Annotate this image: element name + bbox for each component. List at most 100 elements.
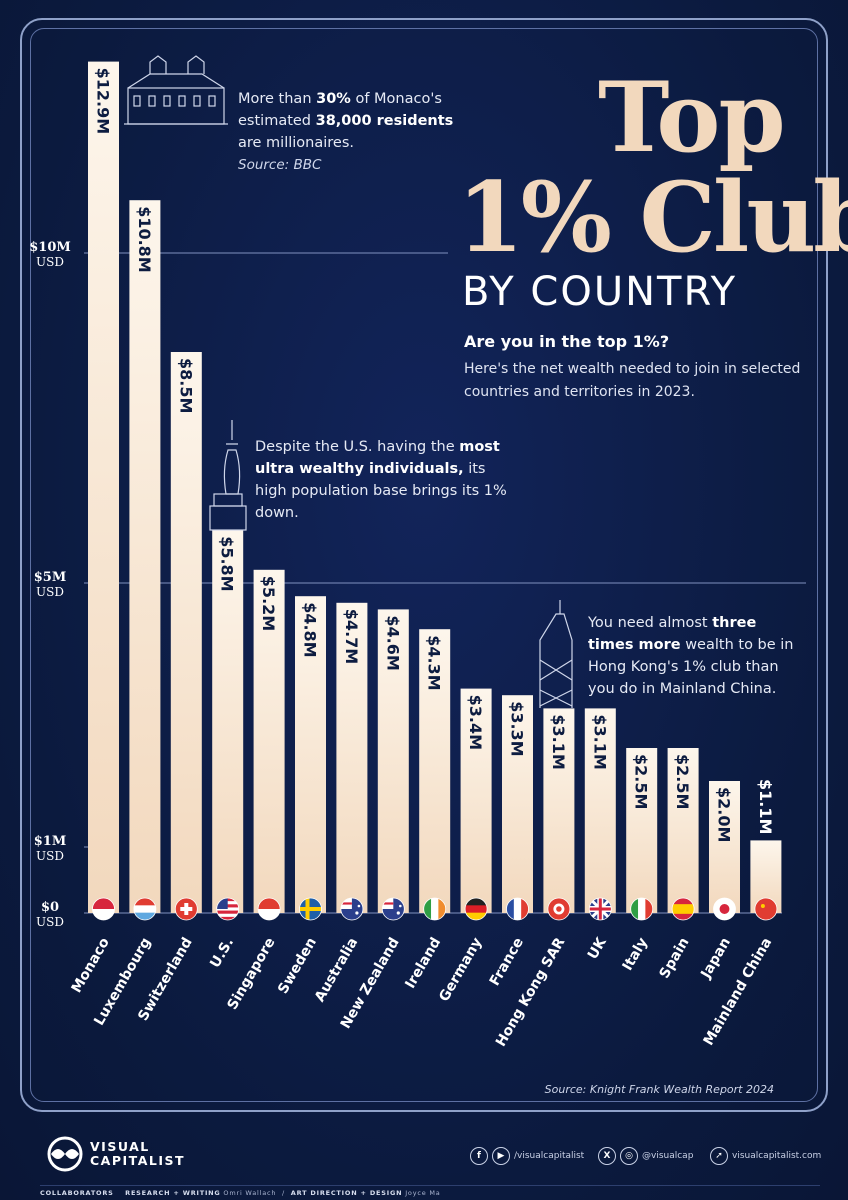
bar — [129, 200, 161, 913]
category-label: U.S. — [207, 935, 237, 971]
singapore-flag — [257, 897, 281, 921]
research-name: Omri Wallach — [223, 1189, 277, 1197]
monaco-note-text-2: of Monaco's estimated — [238, 91, 442, 129]
title-line-club: 1% Club — [457, 161, 848, 274]
social-handle-1[interactable]: /visualcapitalist — [514, 1151, 585, 1161]
monaco-note-percent: 30% — [316, 91, 351, 107]
ireland-flag — [423, 897, 447, 921]
china-flag — [754, 897, 778, 921]
y-tick-unit: USD — [36, 585, 64, 599]
social-group-1: f ▶ /visualcapitalist — [470, 1146, 584, 1166]
bar-value-label: $3.1M — [549, 714, 568, 769]
monaco-annotation: More than 30% of Monaco's estimated 38,0… — [238, 88, 478, 176]
bar-value-label: $3.3M — [508, 701, 527, 756]
y-tick-unit: USD — [36, 255, 64, 269]
website-group: ➚ visualcapitalist.com — [710, 1146, 821, 1166]
monaco-note-residents: 38,000 residents — [315, 113, 454, 129]
website-link[interactable]: visualcapitalist.com — [732, 1151, 822, 1161]
sweden-flag — [299, 897, 322, 921]
subtitle: Here's the net wealth needed to join in … — [464, 361, 801, 400]
bar-value-label: $12.9M — [94, 68, 113, 135]
luxembourg-flag — [133, 897, 157, 921]
italy-flag — [630, 897, 654, 921]
y-tick-label: $1M — [34, 834, 66, 849]
facebook-icon[interactable]: f — [470, 1147, 488, 1165]
hong-kong-flag — [547, 897, 571, 921]
monaco-palace-icon — [124, 55, 228, 125]
category-label: Monaco — [69, 935, 113, 996]
title-line-top: Top — [598, 61, 786, 174]
category-label: Sweden — [275, 935, 320, 997]
bar — [253, 569, 285, 913]
statue-of-liberty-icon — [209, 420, 247, 531]
us-annotation: Despite the U.S. having the most ultra w… — [255, 436, 507, 524]
category-label: Germany — [436, 935, 485, 1005]
bar — [419, 629, 451, 913]
hk-note-text-2: wealth to be in Hong Kong's 1% club than… — [588, 637, 794, 697]
category-label: UK — [585, 934, 611, 962]
data-source: Source: Knight Frank Wealth Report 2024 — [544, 1083, 774, 1096]
france-flag — [506, 897, 529, 921]
bar-value-label: $8.5M — [176, 358, 195, 413]
bar — [336, 602, 368, 913]
us-flag — [216, 897, 240, 921]
credits-label: COLLABORATORS — [40, 1189, 114, 1197]
category-label: Italy — [620, 935, 651, 974]
us-note-text-2: its high population base brings its 1% d… — [255, 461, 507, 521]
y-tick-unit: USD — [36, 915, 64, 929]
bar-value-label: $2.5M — [632, 754, 651, 809]
category-label: France — [487, 935, 527, 989]
us-note-bold: most ultra wealthy individuals, — [255, 439, 500, 477]
bar-value-label: $1.1M — [756, 779, 775, 834]
brand-name: VISUAL CAPITALIST — [90, 1140, 185, 1168]
monaco-flag — [92, 897, 115, 921]
cursor-icon: ➚ — [710, 1147, 728, 1165]
bar — [212, 530, 244, 913]
us-note-text-1: Despite the U.S. having the — [255, 439, 460, 455]
x-icon[interactable]: X — [598, 1147, 616, 1165]
hong-kong-tower-icon — [539, 600, 573, 708]
bar-value-label: $4.6M — [383, 615, 402, 670]
title-line-by-country: BY COUNTRY — [462, 269, 738, 315]
bar — [626, 748, 658, 913]
category-label: Spain — [657, 935, 693, 981]
bar-value-label: $4.8M — [301, 602, 320, 657]
australia-flag — [340, 897, 364, 921]
bar-value-label: $5.2M — [259, 576, 278, 631]
monaco-note-text-3: are millionaires. — [238, 135, 354, 151]
bar — [502, 695, 533, 913]
bar-value-label: $3.4M — [466, 695, 485, 750]
youtube-icon[interactable]: ▶ — [492, 1147, 510, 1165]
bar — [170, 352, 202, 913]
bar — [460, 688, 492, 913]
category-label: Ireland — [402, 935, 444, 991]
inner-frame — [30, 28, 818, 1102]
bar — [667, 748, 699, 913]
hk-note-bold: three times more — [588, 615, 757, 653]
germany-flag — [464, 897, 488, 921]
bar-value-label: $5.8M — [218, 536, 237, 591]
brand-line-2: CAPITALIST — [90, 1153, 186, 1168]
bar-value-label: $4.3M — [425, 635, 444, 690]
bar-value-label: $4.7M — [342, 609, 361, 664]
spain-flag — [671, 897, 695, 921]
design-label: ART DIRECTION + DESIGN — [290, 1189, 403, 1197]
bar-value-label: $2.5M — [673, 754, 692, 809]
social-handle-2[interactable]: @visualcap — [642, 1151, 694, 1161]
bar — [709, 781, 740, 913]
bar-value-label: $3.1M — [590, 714, 609, 769]
credits-bar: COLLABORATORS RESEARCH + WRITING Omri Wa… — [40, 1185, 820, 1197]
visual-capitalist-logo-icon — [47, 1136, 83, 1172]
bar — [584, 708, 616, 913]
outer-frame — [20, 18, 828, 1112]
instagram-icon[interactable]: ◎ — [620, 1147, 638, 1165]
bar-value-label: $2.0M — [715, 787, 734, 842]
social-group-2: X ◎ @visualcap — [598, 1146, 693, 1166]
new-zealand-flag — [381, 897, 405, 921]
brand-line-1: VISUAL — [90, 1139, 150, 1154]
hongkong-annotation: You need almost three times more wealth … — [588, 612, 806, 700]
japan-flag — [713, 897, 736, 921]
bar — [88, 61, 119, 914]
category-label: Japan — [698, 935, 734, 982]
